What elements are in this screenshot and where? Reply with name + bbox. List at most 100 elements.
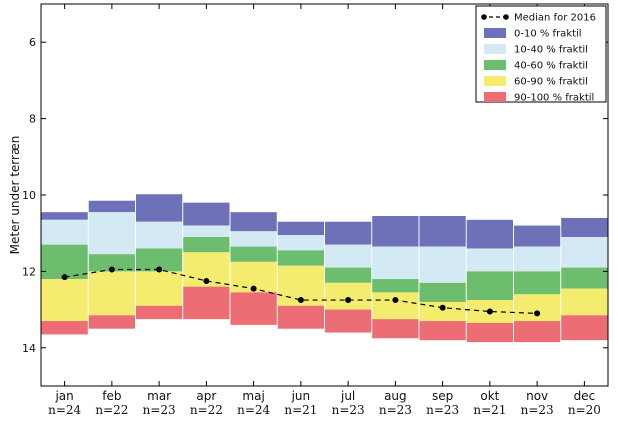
legend-label: 40-60 % fraktil — [514, 61, 588, 72]
band-40-60-jan — [41, 244, 88, 280]
band-40-60-feb — [88, 254, 136, 272]
y-tick-label: 10 — [22, 189, 36, 202]
n-label-maj: n=24 — [237, 403, 270, 417]
x-tick-label-apr: apr — [196, 389, 216, 403]
n-label-nov: n=23 — [521, 403, 554, 417]
band-90-100-dec — [561, 315, 608, 341]
band-40-60-aug — [372, 279, 419, 293]
bands-layer — [41, 194, 608, 343]
median-point-apr — [203, 277, 210, 284]
legend-label: 10-40 % fraktil — [514, 45, 588, 56]
band-40-60-jul — [324, 267, 372, 283]
y-tick-label: 6 — [29, 36, 36, 49]
band-90-100-apr — [183, 286, 230, 320]
median-point-nov — [534, 310, 541, 317]
band-40-60-nov — [513, 271, 561, 295]
band-10-40-sep — [419, 246, 466, 283]
band-90-100-nov — [513, 321, 561, 343]
band-10-40-jun — [277, 235, 325, 251]
n-label-sep: n=23 — [426, 403, 459, 417]
legend-swatch — [484, 44, 506, 54]
x-tick-label-sep: sep — [432, 389, 453, 403]
x-tick-label-mar: mar — [147, 389, 171, 403]
band-90-100-jul — [324, 309, 372, 333]
band-90-100-mar — [135, 305, 183, 320]
legend-swatch — [484, 60, 506, 70]
band-10-40-aug — [372, 246, 419, 280]
y-tick-label: 14 — [22, 342, 36, 355]
median-line — [64, 268, 538, 315]
x-tick-label-aug: aug — [384, 389, 407, 403]
median-point-mar — [156, 266, 163, 273]
n-label-mar: n=23 — [143, 403, 176, 417]
n-label-feb: n=22 — [95, 403, 128, 417]
band-40-60-okt — [466, 271, 514, 301]
band-0-10-feb — [88, 200, 136, 213]
band-10-40-dec — [561, 237, 608, 268]
band-60-90-feb — [88, 271, 136, 316]
band-90-100-jan — [41, 321, 88, 335]
y-tick-label: 8 — [29, 113, 36, 126]
band-0-10-jul — [324, 221, 372, 245]
median-layer — [61, 266, 541, 317]
band-10-40-apr — [183, 225, 230, 238]
x-tick-label-jan: jan — [54, 389, 73, 403]
median-point-jul — [345, 297, 352, 304]
band-10-40-feb — [88, 212, 136, 255]
band-40-60-mar — [135, 248, 183, 272]
band-60-90-jan — [41, 279, 88, 322]
band-60-90-nov — [513, 294, 561, 322]
n-label-okt: n=21 — [473, 403, 506, 417]
band-40-60-maj — [230, 246, 277, 262]
legend-median-marker — [481, 14, 487, 20]
band-40-60-apr — [183, 237, 230, 253]
n-label-dec: n=20 — [568, 403, 601, 417]
legend-swatch — [484, 28, 506, 38]
band-40-60-jun — [277, 250, 325, 266]
n-label-jun: n=21 — [284, 403, 317, 417]
band-60-90-sep — [419, 301, 466, 322]
band-10-40-nov — [513, 246, 561, 272]
median-point-aug — [392, 297, 399, 304]
legend-label: 90-100 % fraktil — [514, 93, 594, 104]
y-axis-ticks: 6 8 10 12 14 — [22, 36, 608, 355]
band-0-10-okt — [466, 219, 514, 249]
median-point-feb — [108, 266, 115, 273]
band-90-100-jun — [277, 305, 325, 329]
band-60-90-jul — [324, 282, 372, 310]
band-40-60-sep — [419, 282, 466, 302]
band-60-90-mar — [135, 271, 183, 306]
band-10-40-mar — [135, 221, 183, 249]
x-tick-label-feb: feb — [102, 389, 121, 403]
x-tick-label-jun: jun — [291, 389, 311, 403]
legend-median-marker — [503, 14, 509, 20]
median-point-jun — [297, 297, 304, 304]
band-0-10-sep — [419, 216, 466, 247]
y-axis-label: Meter under terræn — [8, 136, 22, 255]
n-label-jul: n=23 — [332, 403, 365, 417]
band-10-40-okt — [466, 248, 514, 272]
legend-label: 60-90 % fraktil — [514, 77, 588, 88]
median-point-sep — [439, 304, 446, 311]
band-90-100-feb — [88, 315, 136, 329]
n-label-aug: n=23 — [379, 403, 412, 417]
band-0-10-aug — [372, 216, 419, 247]
legend-label: Median for 2016 — [514, 13, 596, 24]
legend-swatch — [484, 92, 506, 102]
band-60-90-aug — [372, 292, 419, 320]
band-90-100-aug — [372, 319, 419, 339]
y-tick-label: 12 — [22, 265, 36, 278]
band-90-100-okt — [466, 322, 514, 343]
band-0-10-mar — [135, 194, 183, 222]
x-tick-label-nov: nov — [526, 389, 548, 403]
median-point-jan — [61, 274, 68, 281]
band-60-90-dec — [561, 288, 608, 316]
median-point-maj — [250, 285, 257, 292]
band-0-10-jan — [41, 212, 88, 220]
band-10-40-jan — [41, 219, 88, 245]
band-10-40-jul — [324, 244, 372, 268]
band-40-60-dec — [561, 267, 608, 289]
band-10-40-maj — [230, 231, 277, 247]
